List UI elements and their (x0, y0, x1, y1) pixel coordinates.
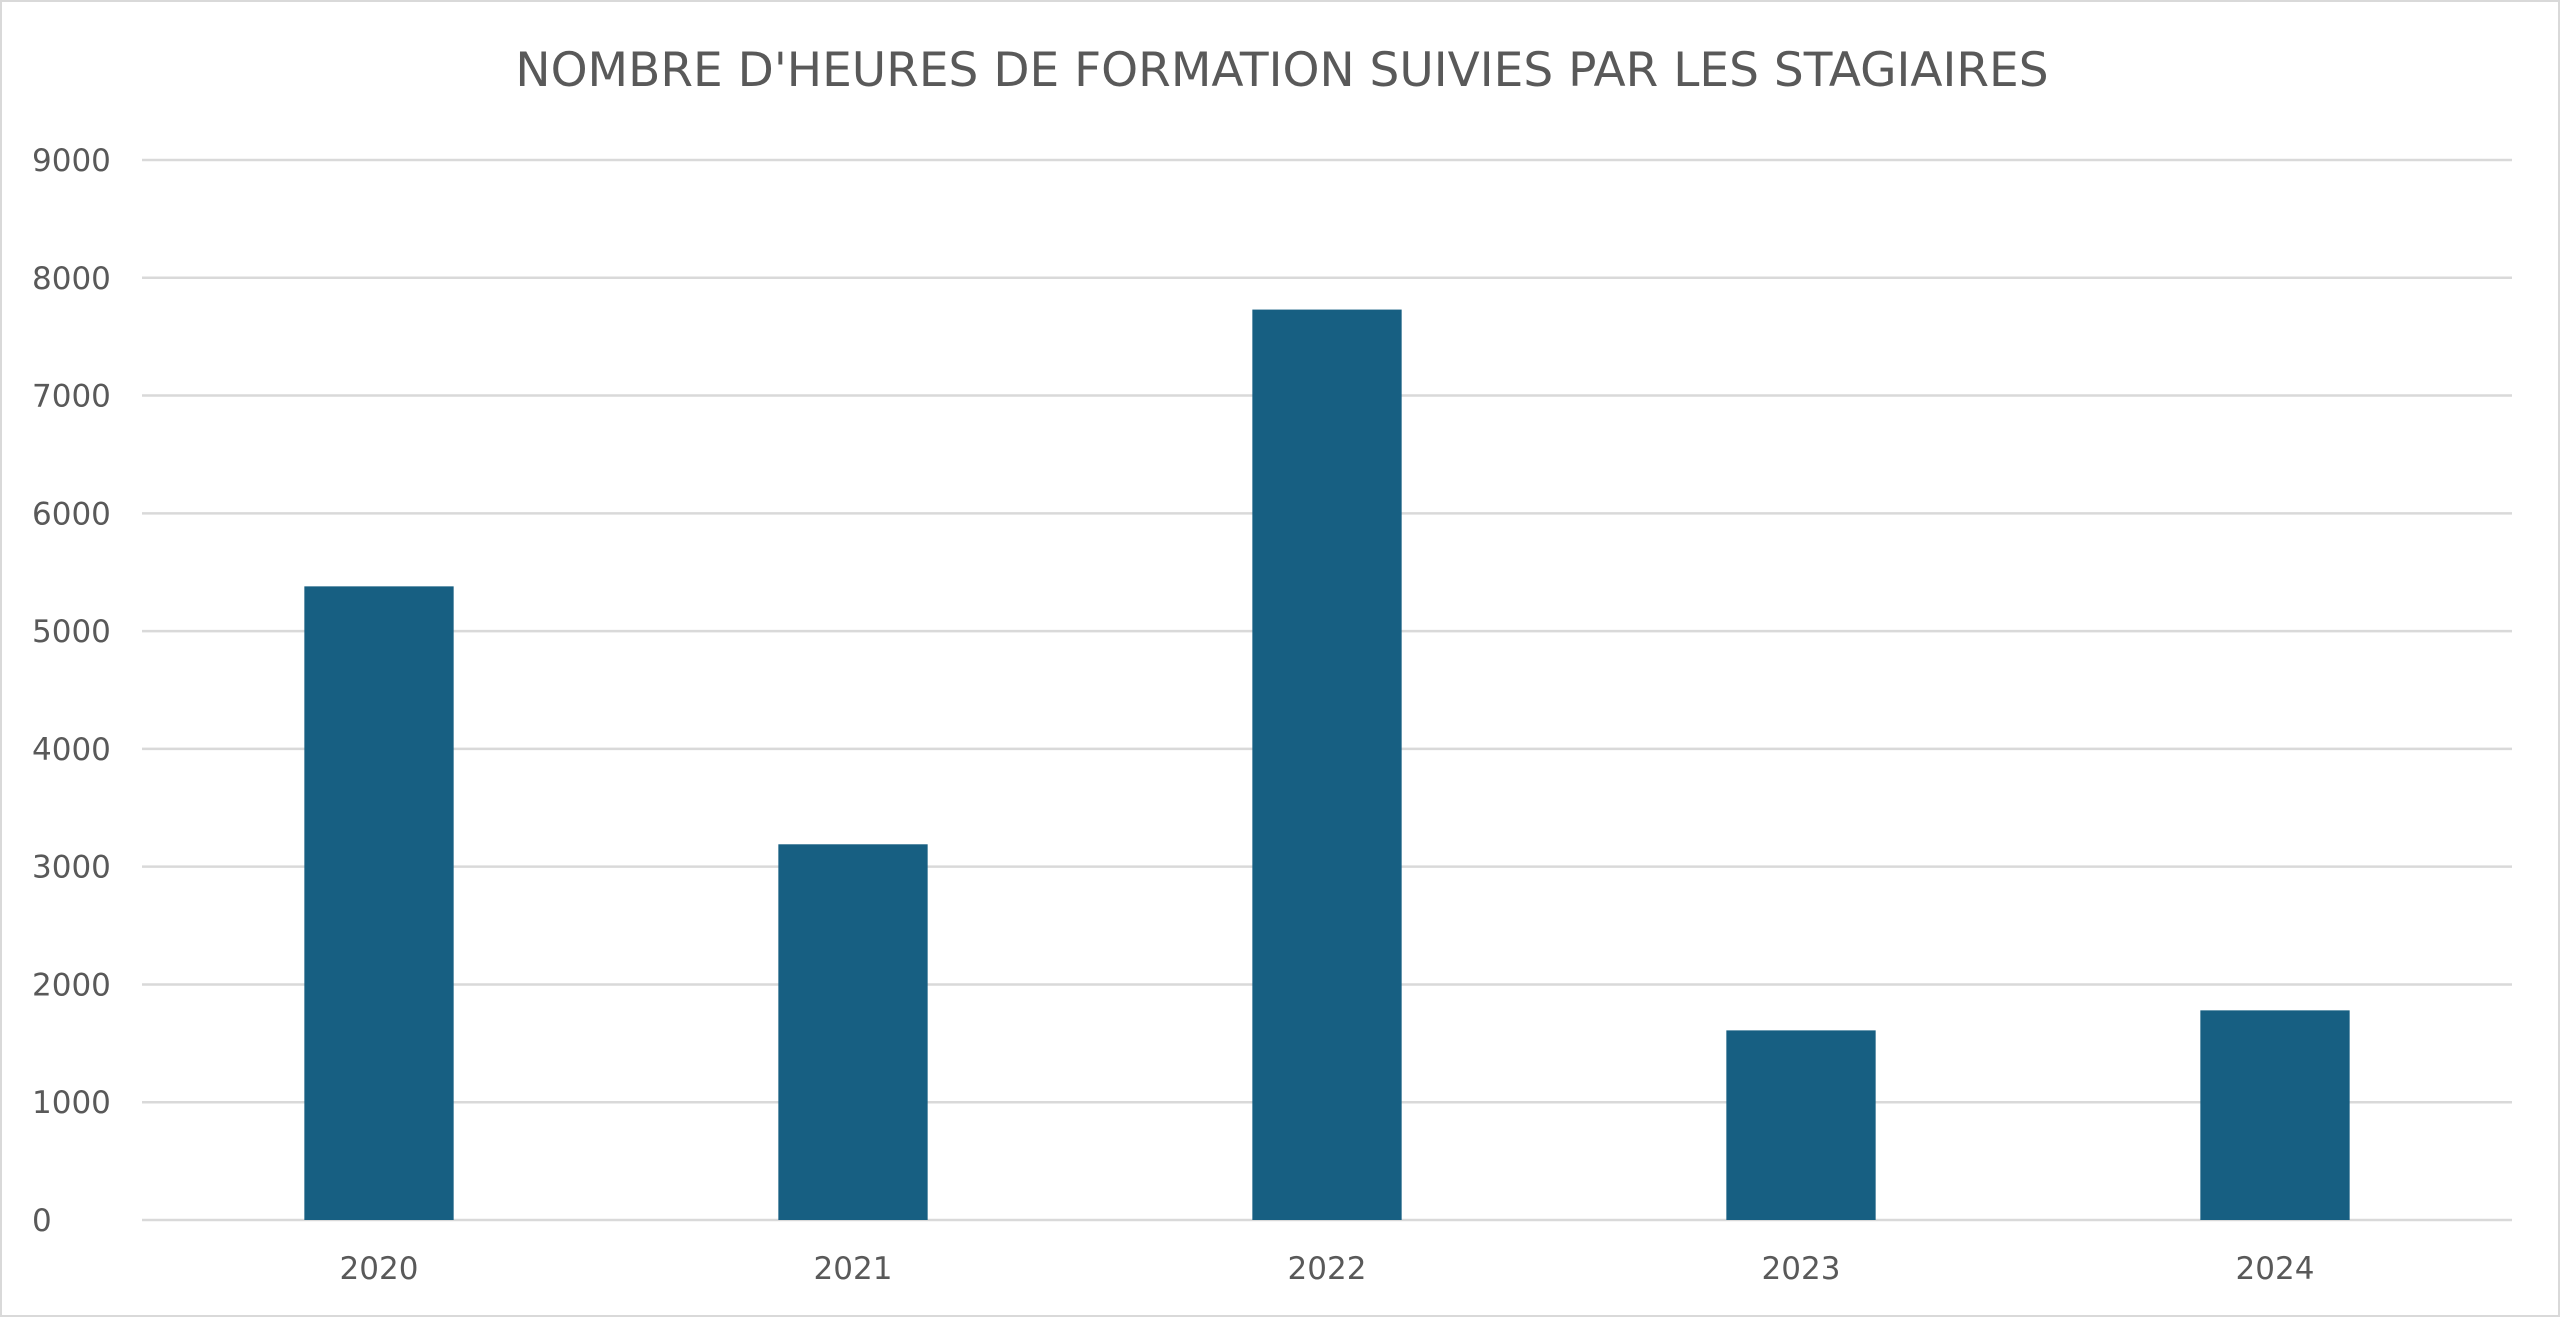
x-tick-label-2020: 2020 (340, 1251, 419, 1287)
y-tick-label-0: 0 (32, 1203, 52, 1239)
bar-2022 (1252, 309, 1402, 1221)
bar-2023 (1726, 1030, 1876, 1220)
x-tick-label-2021: 2021 (814, 1251, 893, 1287)
y-tick-label-8000: 8000 (32, 261, 111, 297)
y-tick-label-1000: 1000 (32, 1085, 111, 1121)
y-tick-label-2000: 2000 (32, 967, 111, 1003)
bars-group (304, 309, 2350, 1221)
y-tick-label-5000: 5000 (32, 614, 111, 650)
y-tick-label-3000: 3000 (32, 850, 111, 886)
bar-2021 (778, 844, 928, 1220)
y-tick-label-9000: 9000 (32, 143, 111, 179)
y-tick-label-7000: 7000 (32, 379, 111, 415)
y-tick-label-6000: 6000 (32, 496, 111, 532)
x-tick-label-2024: 2024 (2236, 1251, 2315, 1287)
x-tick-label-2023: 2023 (1762, 1251, 1841, 1287)
x-tick-label-2022: 2022 (1288, 1251, 1367, 1287)
y-tick-labels: 0 1000 2000 3000 4000 5000 6000 7000 8000 9000 (32, 143, 111, 1239)
chart-title: NOMBRE D'HEURES DE FORMATION SUIVIES PAR… (515, 43, 2048, 98)
x-tick-labels: 2020 2021 2022 2023 2024 (340, 1251, 2315, 1287)
bar-2024 (2200, 1010, 2350, 1220)
y-tick-label-4000: 4000 (32, 732, 111, 768)
bar-2020 (304, 586, 454, 1220)
